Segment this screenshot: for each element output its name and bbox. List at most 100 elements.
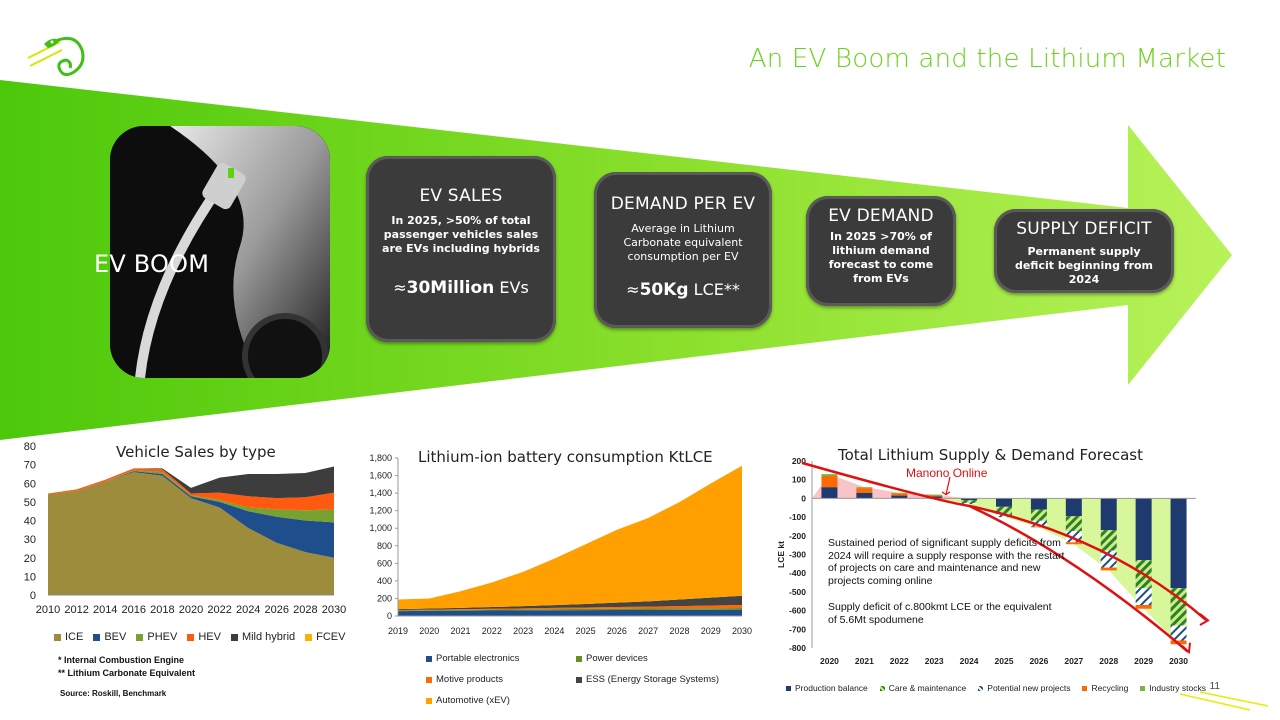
page-number: 11 <box>1209 681 1220 692</box>
chart1-legend: ICE BEV PHEV HEV Mild hybrid FCEV <box>54 631 345 643</box>
x-tick-label: 2028 <box>669 626 689 636</box>
bar-segment <box>961 500 978 504</box>
supply-demand-chart: 2020 2021 2022 2023 2024 2025 2026 2027 2028 2029… <box>776 456 1210 666</box>
ev-charging-photo <box>110 126 330 378</box>
x-tick-label: 2024 <box>544 626 564 636</box>
y-tick-label: -100 <box>789 512 806 522</box>
bar-segment <box>856 487 873 489</box>
photo-label: EV BOOM <box>94 250 210 278</box>
y-tick-label: 600 <box>377 558 392 568</box>
card-desc: Permanent supply deficit beginning from … <box>1014 245 1154 286</box>
y-tick-label: 80 <box>24 441 36 453</box>
area-ess-energy-storage-systems- <box>398 595 742 611</box>
card-supply-deficit: SUPPLY DEFICIT Permanent supply deficit … <box>994 209 1174 293</box>
bar-segment <box>1100 550 1117 568</box>
x-tick-label: 2023 <box>513 626 533 636</box>
x-tick-label: 2030 <box>1169 656 1188 666</box>
footnote-ice: * Internal Combustion Engine <box>58 655 185 665</box>
bar-segment <box>1170 588 1187 626</box>
legend-item: Care & maintenance <box>879 683 966 693</box>
y-tick-label: 0 <box>387 611 392 621</box>
bar-segment <box>1065 516 1082 532</box>
x-tick-label: 2026 <box>265 604 289 616</box>
x-tick-label: 2025 <box>995 656 1014 666</box>
legend-item: Potential new projects <box>978 683 1070 693</box>
arrowhead <box>1181 642 1191 655</box>
x-tick-label: 2020 <box>820 656 839 666</box>
card-heading: EV SALES <box>419 186 503 206</box>
y-tick-label: 10 <box>24 571 36 583</box>
x-tick-label: 2026 <box>607 626 627 636</box>
card-demand-per-ev: DEMAND PER EV Average in Lithium Carbona… <box>594 172 772 328</box>
area-portable-electronics <box>398 609 742 616</box>
bar-segment <box>926 494 943 496</box>
y-tick-label: -700 <box>789 624 806 634</box>
x-tick-label: 2020 <box>419 626 439 636</box>
y-tick-label: 70 <box>24 460 36 472</box>
bar-segment <box>891 495 908 499</box>
chart2-legend: Portable electronics Power devices Motiv… <box>426 648 746 711</box>
legend-item: Mild hybrid <box>230 631 295 643</box>
deficit-annotation: Sustained period of significant supply d… <box>828 537 1065 587</box>
area-mild-hybrid <box>48 466 334 499</box>
chart1-title: Vehicle Sales by type <box>116 443 276 461</box>
x-tick-label: 2029 <box>701 626 721 636</box>
bar-segment <box>961 503 978 505</box>
x-tick-label: 2025 <box>576 626 596 636</box>
arrowhead <box>1199 613 1210 626</box>
y-tick-label: 0 <box>30 590 36 602</box>
x-tick-label: 2014 <box>93 604 117 616</box>
bar-segment <box>996 498 1012 507</box>
card-desc: In 2025 >70% of lithium demand forecast … <box>828 230 934 285</box>
corner-decoration <box>1180 691 1269 711</box>
y-tick-label: -600 <box>789 606 806 616</box>
bar-segment <box>1030 498 1047 510</box>
x-tick-label: 2010 <box>36 604 60 616</box>
area-automotive-xev- <box>398 465 742 610</box>
y-tick-label: 1,600 <box>369 471 392 481</box>
area-hev <box>48 468 334 511</box>
card-desc: Average in Lithium Carbonate equivalent … <box>623 222 743 263</box>
y-tick-label: 100 <box>792 475 806 485</box>
legend-item: Portable electronics <box>426 648 576 669</box>
x-tick-label: 2024 <box>236 604 260 616</box>
y-tick-label: 800 <box>377 541 392 551</box>
manono-annotation: Manono Online <box>906 466 988 480</box>
x-tick-label: 2023 <box>925 656 944 666</box>
card-big-value: ≈50Kg LCE** <box>626 280 740 300</box>
x-tick-label: 2028 <box>293 604 317 616</box>
area-bev <box>48 471 334 558</box>
bar-segment <box>1030 520 1047 527</box>
card-heading: DEMAND PER EV <box>610 194 756 214</box>
y-tick-label: -300 <box>789 550 806 560</box>
bar-segment <box>961 498 978 501</box>
deficit-region <box>934 498 1179 645</box>
area-ice <box>48 472 334 595</box>
x-tick-label: 2022 <box>482 626 502 636</box>
bar-segment <box>1170 498 1187 589</box>
legend-item: FCEV <box>305 631 345 643</box>
y-tick-label: -200 <box>789 531 806 541</box>
y-axis-title: LCE kt <box>776 541 786 568</box>
footnote-lce: ** Lithium Carbonate Equivalent <box>58 668 196 678</box>
x-tick-label: 2018 <box>150 604 174 616</box>
chameleon-logo-icon <box>27 36 85 77</box>
legend-item: BEV <box>93 631 126 643</box>
y-tick-label: 1,200 <box>369 506 392 516</box>
y-tick-label: 200 <box>792 456 806 466</box>
x-tick-label: 2021 <box>855 656 874 666</box>
legend-item: Power devices <box>576 648 648 669</box>
chart3-legend: Production balance Care & maintenance Po… <box>786 683 1206 693</box>
area-phev <box>48 470 334 523</box>
bar-segment <box>1100 530 1117 551</box>
bar-segment <box>891 492 908 494</box>
bar-segment <box>1030 526 1047 528</box>
bar-segment <box>996 506 1012 515</box>
x-tick-label: 2022 <box>207 604 231 616</box>
x-tick-label: 2012 <box>64 604 88 616</box>
deficit-size-annotation: Supply deficit of c.800kmt LCE or the eq… <box>828 601 1052 626</box>
slide-title: An EV Boom and the Lithium Market <box>748 44 1226 74</box>
bar-segment <box>1065 531 1082 543</box>
chart2-title: Lithium-ion battery consumption KtLCE <box>418 448 713 466</box>
y-tick-label: 0 <box>801 493 806 503</box>
